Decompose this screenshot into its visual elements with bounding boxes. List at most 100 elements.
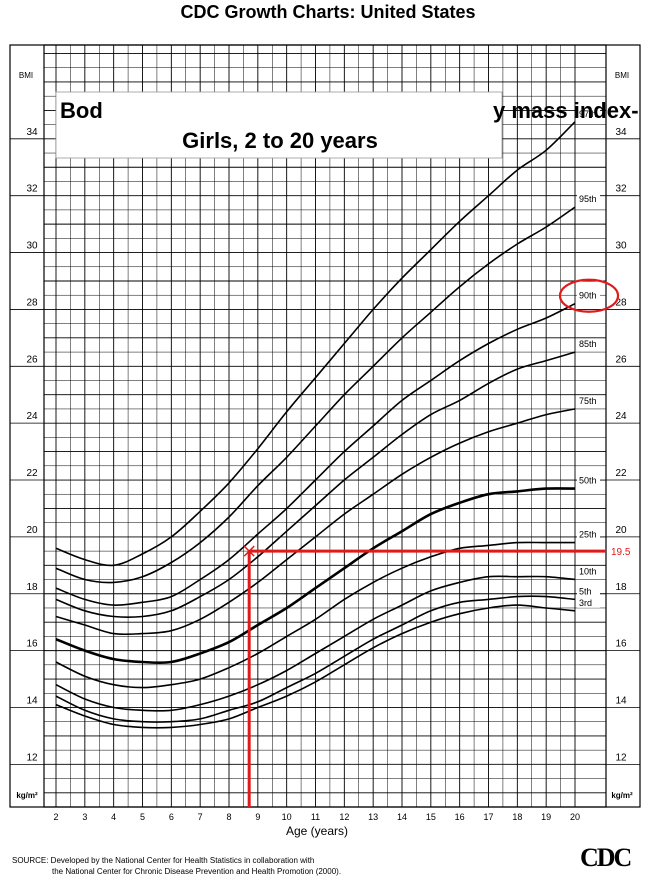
- percentile-label-10th: 10th: [579, 567, 597, 577]
- x-tick-label: 9: [255, 812, 260, 822]
- outer-frame: [9, 44, 641, 808]
- y-tick-bg-left: [22, 297, 42, 308]
- y-tick-bg-right: [611, 126, 631, 137]
- percentile-curve-10th: [55, 575, 576, 712]
- red-annotations: 19.5: [243, 278, 631, 807]
- percentile-curve-75th: [55, 408, 576, 636]
- y-tick-label-right: 32: [615, 184, 627, 195]
- percentile-label-bg: [577, 597, 600, 608]
- x-tick-label: 11: [311, 812, 320, 822]
- percentile-label-bg: [577, 566, 600, 577]
- x-tick-label: 5: [140, 812, 145, 822]
- percentile-label-bg: [577, 290, 600, 301]
- percentile-curve-85th: [55, 351, 576, 618]
- x-tick-label: 19: [541, 812, 551, 822]
- y-tick-bg-left: [22, 695, 42, 706]
- source-line-2: the National Center for Chronic Disease …: [52, 867, 342, 876]
- percentile-label-bg: [577, 586, 600, 597]
- chart-title-left: Bod: [60, 98, 103, 123]
- y-unit-bottom-left-bg: [13, 788, 43, 802]
- percentile-curve-3rd: [55, 604, 576, 729]
- y-tick-bg-right: [611, 297, 631, 308]
- y-tick-bg-right: [611, 411, 631, 422]
- y-tick-bg-left: [22, 240, 42, 251]
- y-tick-bg-left: [22, 183, 42, 194]
- y-tick-bg-left: [22, 126, 42, 137]
- percentile-label-bg: [577, 529, 600, 540]
- y-tick-label-left: 20: [26, 525, 38, 536]
- y-tick-bg-right: [611, 354, 631, 365]
- y-unit-top-left: BMI: [19, 71, 33, 80]
- percentile-curve-97th: [55, 121, 576, 567]
- y-tick-bg-right: [611, 524, 631, 535]
- percentile-label-3rd: 3rd: [579, 598, 592, 608]
- y-tick-bg-right: [611, 183, 631, 194]
- y-tick-bg-left: [22, 752, 42, 763]
- y-tick-label-right: 34: [615, 127, 627, 138]
- x-tick-label: 4: [111, 812, 116, 822]
- cdc-logo: CDC: [580, 843, 632, 872]
- y-tick-label-right: 12: [615, 752, 627, 763]
- percentile-curve-95th: [55, 206, 576, 584]
- y-unit-bottom-right-bg: [608, 788, 638, 802]
- percentile-label-97th: 97th: [579, 109, 597, 119]
- y-tick-bg-right: [611, 468, 631, 479]
- x-tick-label: 12: [339, 812, 349, 822]
- x-tick-label: 2: [53, 812, 58, 822]
- x-tick-label: 18: [512, 812, 522, 822]
- percentile-curve-50th: [55, 487, 576, 665]
- y-unit-bottom-right: kg/m²: [611, 791, 633, 800]
- x-tick-label: 3: [82, 812, 87, 822]
- y-unit-top-right: BMI: [615, 71, 629, 80]
- x-tick-label: 7: [198, 812, 203, 822]
- x-tick-label: 15: [426, 812, 436, 822]
- y-tick-labels: 12 12 14 14 16 16 18 18 20 20 22 22 24 24 26 26 28 28 30 30…: [10, 127, 640, 765]
- y-tick-label-right: 28: [615, 297, 627, 308]
- y-tick-label-right: 24: [615, 411, 627, 422]
- source-note: SOURCE: Developed by the National Center…: [12, 855, 341, 877]
- y-tick-label-right: 16: [615, 639, 627, 650]
- y-tick-label-left: 28: [26, 297, 38, 308]
- y-tick-label-left: 12: [26, 752, 38, 763]
- page-title: CDC Growth Charts: United States: [180, 2, 476, 22]
- y-tick-label-right: 26: [615, 354, 627, 365]
- percentile-label-5th: 5th: [579, 586, 592, 596]
- y-tick-bg-right: [611, 752, 631, 763]
- percentile-labels: 3rd 5th 10th 25th 50th 75th 85th 90th 95th 97th: [577, 108, 600, 608]
- y-unit-right-bg: [609, 68, 637, 82]
- percentile-label-50th: 50th: [579, 476, 597, 486]
- percentile-curves: [55, 121, 576, 729]
- bmi-value-label: 19.5: [611, 547, 631, 558]
- y-tick-label-right: 14: [615, 695, 627, 706]
- x-axis-label: Age (years): [286, 824, 348, 838]
- y-tick-label-left: 30: [26, 241, 38, 252]
- percentile-curve-90th: [55, 302, 576, 606]
- title-box: [55, 91, 503, 159]
- percentile-label-25th: 25th: [579, 530, 597, 540]
- y-tick-label-right: 30: [615, 241, 627, 252]
- percentile-label-bg: [577, 108, 600, 119]
- x-tick-label: 13: [368, 812, 378, 822]
- y-tick-bg-right: [611, 581, 631, 592]
- percentile-curve-5th: [55, 595, 576, 723]
- percentile-label-bg: [577, 395, 600, 406]
- y-unit-left-bg: [13, 68, 41, 82]
- marker-cross-b: [243, 545, 255, 557]
- percentile-label-bg: [577, 339, 600, 350]
- y-tick-bg-left: [22, 468, 42, 479]
- x-tick-label: 6: [169, 812, 174, 822]
- percentile-label-95th: 95th: [579, 194, 597, 204]
- y-tick-bg-right: [611, 695, 631, 706]
- y-tick-label-left: 32: [26, 184, 38, 195]
- plot-frame: [43, 44, 607, 808]
- chart-grid: [44, 45, 606, 807]
- x-tick-labels: 2 3 4 5 6 7 8 9 10 11 12 13 14 15 16 17 18 19 20: [53, 812, 580, 822]
- y-unit-bottom-left: kg/m²: [16, 791, 38, 800]
- x-tick-label: 20: [570, 812, 580, 822]
- chart-frame: [9, 44, 641, 808]
- percentile-label-85th: 85th: [579, 339, 597, 349]
- y-tick-bg-left: [22, 638, 42, 649]
- y-tick-bg-left: [22, 524, 42, 535]
- highlight-circle-90th: [558, 278, 620, 313]
